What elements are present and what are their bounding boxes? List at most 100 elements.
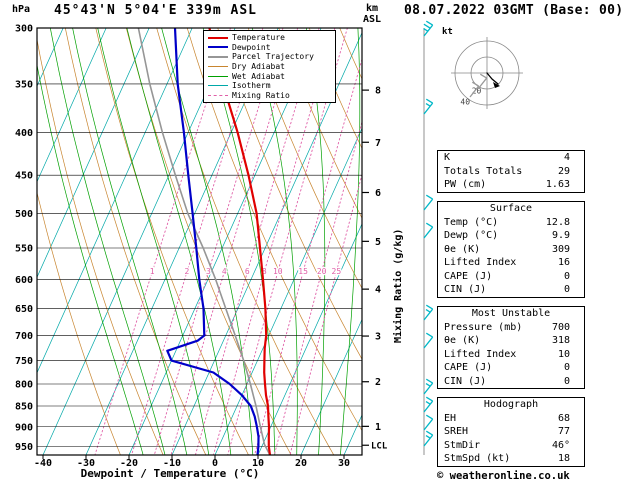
- stat-value: 700: [551, 321, 570, 333]
- stat-value: 0: [563, 284, 570, 295]
- stat-label: SREH: [444, 426, 469, 437]
- stat-row: Temp (°C) 12.8: [438, 216, 584, 230]
- legend-label: Parcel Trajectory: [232, 52, 314, 62]
- svg-text:-20: -20: [120, 458, 138, 469]
- x-axis-title: Dewpoint / Temperature (°C): [80, 467, 260, 480]
- svg-text:300: 300: [15, 24, 33, 35]
- stat-value: 77: [557, 426, 570, 437]
- svg-text:3: 3: [206, 267, 211, 276]
- legend-label: Mixing Ratio: [232, 90, 290, 100]
- pressure-unit-label: hPa: [12, 4, 31, 15]
- svg-text:800: 800: [15, 380, 33, 391]
- svg-text:-10: -10: [163, 458, 181, 469]
- stat-row: Pressure (mb) 700: [438, 321, 584, 335]
- svg-text:20: 20: [472, 86, 482, 95]
- stat-row: StmSpd (kt) 18: [438, 452, 584, 466]
- km-unit-label: km: [366, 3, 379, 14]
- svg-text:550: 550: [15, 244, 33, 255]
- legend-line-swatch: [208, 85, 228, 87]
- stat-value: 10: [557, 348, 570, 360]
- legend-line-swatch: [208, 55, 228, 58]
- stat-value: 0: [563, 362, 570, 373]
- stat-row: CAPE (J) 0: [438, 270, 584, 284]
- svg-text:700: 700: [15, 331, 33, 342]
- svg-text:450: 450: [15, 171, 33, 182]
- svg-text:650: 650: [15, 304, 33, 315]
- svg-text:600: 600: [15, 275, 33, 286]
- svg-text:20: 20: [295, 458, 307, 469]
- stat-row: SREH 77: [438, 425, 584, 439]
- svg-text:8: 8: [375, 86, 381, 97]
- svg-text:6: 6: [375, 188, 381, 199]
- stat-label: Totals Totals: [444, 165, 523, 177]
- svg-text:850: 850: [15, 402, 33, 413]
- stat-value: 18: [557, 453, 570, 464]
- panel-title: Hodograph: [483, 399, 539, 410]
- stat-label: CAPE (J): [444, 270, 493, 282]
- stat-label: Temp (°C): [444, 216, 499, 228]
- svg-text:8: 8: [262, 267, 267, 276]
- surface-panel: Surface Temp (°C) 12.8 Dewp (°C) 9.9 θe (K) 30…: [437, 201, 585, 298]
- stat-row: Totals Totals 29: [438, 165, 584, 179]
- svg-text:-30: -30: [77, 458, 95, 469]
- stat-row: CAPE (J) 0: [438, 361, 584, 375]
- svg-text:350: 350: [15, 79, 33, 90]
- panel-title: Surface: [489, 203, 533, 214]
- dewpoint-curve: [166, 28, 260, 455]
- stat-label: PW (cm): [444, 179, 487, 190]
- temperature-tick-labels: -40 -30 -20 -10 0 10 20 30: [34, 455, 350, 469]
- stat-label: Pressure (mb): [444, 321, 523, 333]
- svg-text:25: 25: [332, 267, 342, 276]
- stat-label: K: [444, 152, 451, 163]
- legend-label: Wet Adiabat: [232, 71, 285, 81]
- stat-label: θe (K): [444, 243, 481, 255]
- svg-text:30: 30: [338, 458, 350, 469]
- stat-value: 29: [557, 165, 570, 177]
- stat-label: θe (K): [444, 335, 481, 346]
- svg-text:1: 1: [375, 422, 381, 433]
- asl-label: ASL: [363, 14, 382, 25]
- copyright: © weatheronline.co.uk: [437, 470, 570, 482]
- wind-barb-column: [423, 20, 434, 455]
- temperature-curve: [208, 28, 272, 455]
- sounding-curves: [137, 28, 272, 455]
- parcel-trajectory-curve: [137, 28, 271, 455]
- stat-row: PW (cm) 1.63: [438, 178, 584, 192]
- svg-text:7: 7: [375, 138, 381, 149]
- stat-value: 68: [557, 412, 570, 424]
- svg-text:500: 500: [15, 209, 33, 220]
- stat-row: CIN (J) 0: [438, 375, 584, 389]
- panel-title: Most Unstable: [471, 308, 551, 319]
- svg-text:10: 10: [252, 458, 264, 469]
- svg-text:40: 40: [460, 98, 470, 107]
- svg-text:kt: kt: [442, 27, 453, 37]
- svg-text:400: 400: [15, 128, 33, 139]
- stat-value: 4: [563, 152, 570, 163]
- stat-label: CIN (J): [444, 284, 487, 295]
- svg-text:10: 10: [273, 267, 283, 276]
- stat-label: Dewp (°C): [444, 230, 499, 241]
- stat-label: CIN (J): [444, 375, 487, 387]
- legend-line-swatch: [208, 94, 228, 96]
- stat-value: 9.9: [551, 230, 570, 241]
- stat-row: StmDir 46°: [438, 439, 584, 453]
- stat-label: StmSpd (kt): [444, 453, 511, 464]
- legend-item: Isotherm: [206, 81, 333, 91]
- svg-text:5: 5: [375, 237, 381, 248]
- stat-row: EH 68: [438, 412, 584, 426]
- svg-text:3: 3: [375, 332, 381, 343]
- km-asl-scale: 8 7 6 5 4 3 2 1 LCL: [362, 86, 388, 452]
- svg-text:20: 20: [317, 267, 327, 276]
- stat-value: 12.8: [545, 216, 570, 228]
- indices-panel: K 4 Totals Totals 29 PW (cm) 1.63: [437, 150, 585, 193]
- svg-text:750: 750: [15, 356, 33, 367]
- mixing-ratio-labels: 1 2 3 4 6 8 10 15 20 25: [149, 266, 343, 278]
- stat-label: Lifted Index: [444, 348, 517, 360]
- legend-box: Temperature Dewpoint Parcel Trajectory Dry …: [203, 30, 336, 104]
- stat-value: 1.63: [545, 179, 570, 190]
- legend-line-swatch: [208, 66, 228, 68]
